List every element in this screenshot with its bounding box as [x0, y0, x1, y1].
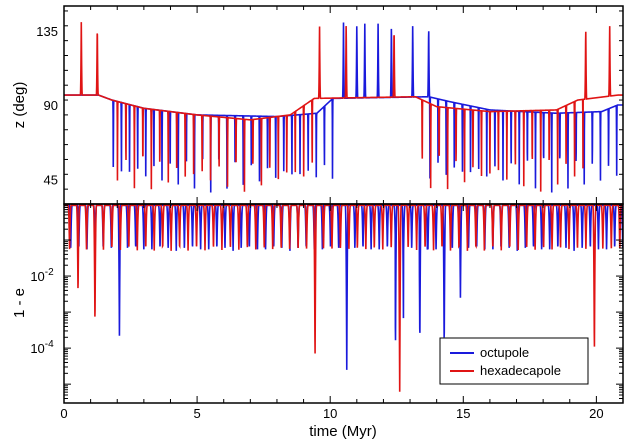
top-y-tick-label: 45 [44, 172, 58, 187]
x-tick-label: 0 [60, 406, 67, 421]
top-y-axis-label: z (deg) [11, 82, 28, 129]
series-line-hexadecapole-inclination [64, 22, 623, 192]
axes-layer: 0 5 10 15 20 45 90 135 10-2 10-4 [30, 6, 624, 421]
bottom-panel-frame [63, 203, 624, 404]
legend-box [439, 337, 589, 385]
bottom-y-axis-label: 1 - e [11, 288, 28, 318]
top-y-tick-label: 135 [36, 24, 58, 39]
x-tick-label: 5 [193, 406, 200, 421]
legend: octupole hexadecapole [439, 337, 589, 385]
x-tick-label: 10 [323, 406, 337, 421]
series-layer [64, 22, 623, 392]
x-tick-label: 15 [456, 406, 470, 421]
legend-label-octupole: octupole [480, 345, 529, 360]
series-octupole-z-group [64, 22, 623, 193]
x-axis-label: time (Myr) [309, 423, 377, 440]
bottom-y-tick-label: 10-4 [30, 339, 54, 356]
series-hexadecapole-e-group [64, 204, 623, 392]
legend-label-hexadecapole: hexadecapole [480, 363, 561, 378]
x-tick-label: 20 [589, 406, 603, 421]
series-hexadecapole-z-group [64, 22, 623, 192]
series-line-octupole-inclination [64, 22, 623, 193]
bottom-y-tick-label: 10-2 [30, 267, 54, 284]
series-line-hexadecapole-eccentricity [64, 204, 623, 392]
top-y-tick-label: 90 [44, 98, 58, 113]
